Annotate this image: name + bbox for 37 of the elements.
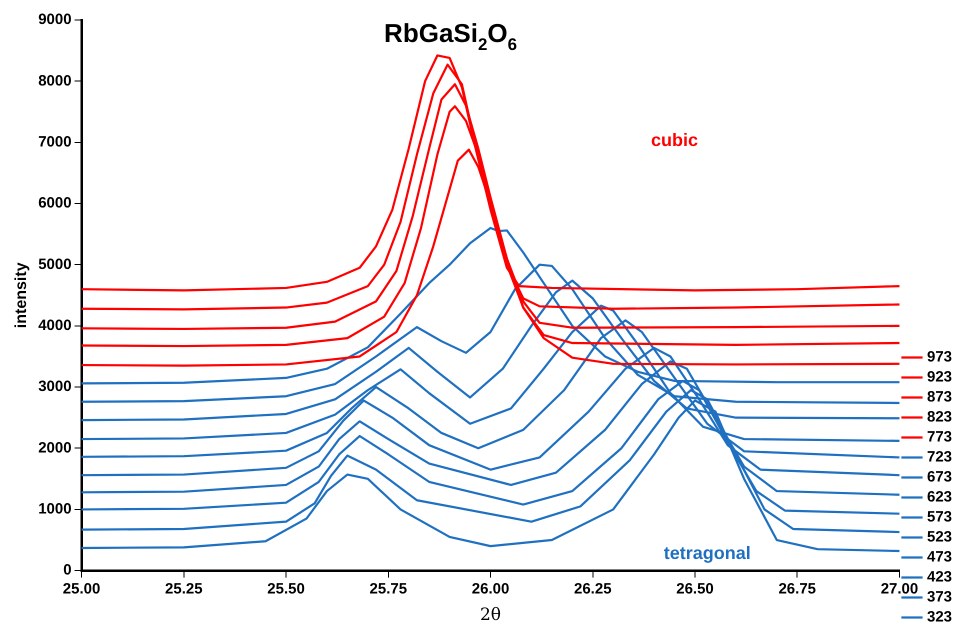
y-tick-label: 7000 — [38, 133, 72, 150]
x-tick-label: 26.50 — [676, 580, 714, 598]
annotation: cubic — [651, 130, 698, 150]
legend-label: 423 — [926, 568, 952, 586]
y-tick-label: 9000 — [38, 11, 72, 28]
legend-label: 573 — [926, 508, 952, 526]
legend-label: 923 — [926, 368, 952, 386]
y-tick-label: 8000 — [38, 72, 72, 90]
y-tick-label: 4000 — [38, 317, 72, 334]
annotation: tetragonal — [664, 543, 751, 564]
legend-label: 723 — [926, 448, 952, 466]
legend-label: 673 — [926, 468, 952, 486]
x-tick-label: 26.25 — [574, 580, 612, 598]
legend-label: 323 — [926, 608, 952, 626]
x-tick-label: 25.50 — [267, 580, 305, 598]
legend-label: 623 — [926, 488, 952, 506]
y-axis-title: intensity — [13, 262, 30, 328]
legend-label: 373 — [926, 588, 952, 606]
y-tick-label: 6000 — [38, 194, 72, 212]
y-tick-label: 3000 — [38, 378, 72, 396]
y-tick-label: 0 — [63, 562, 72, 579]
x-axis-title: 2θ — [480, 605, 502, 626]
x-tick-label: 26.75 — [778, 580, 816, 598]
legend-label: 473 — [926, 548, 952, 566]
legend-label: 873 — [926, 388, 952, 406]
y-tick-label: 1000 — [38, 500, 72, 518]
legend-label: 823 — [926, 408, 952, 426]
legend-label: 773 — [926, 428, 952, 446]
x-tick-label: 25.75 — [370, 580, 408, 598]
x-tick-label: 27.00 — [880, 580, 918, 598]
legend-label: 523 — [926, 528, 952, 546]
y-tick-label: 5000 — [38, 256, 72, 273]
x-tick-label: 26.00 — [472, 580, 510, 598]
x-tick-label: 25.00 — [62, 580, 100, 598]
y-tick-label: 2000 — [38, 439, 72, 456]
x-tick-label: 25.25 — [165, 580, 203, 598]
legend-label: 973 — [926, 348, 952, 366]
